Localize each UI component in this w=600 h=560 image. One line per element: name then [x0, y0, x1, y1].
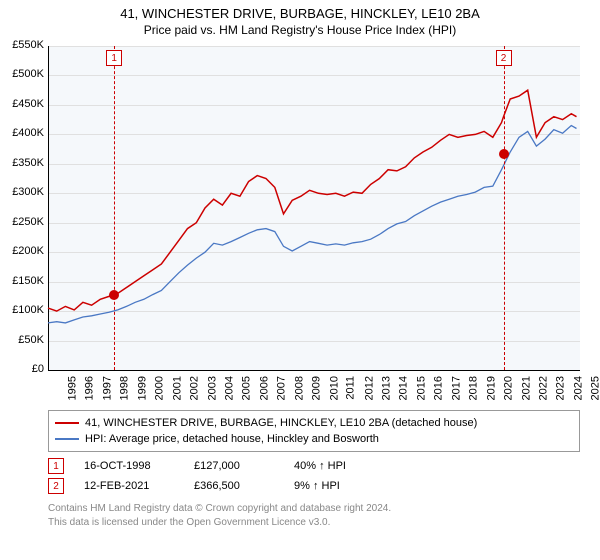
- marker-price-1: £127,000: [194, 460, 274, 472]
- legend: 41, WINCHESTER DRIVE, BURBAGE, HINCKLEY,…: [48, 410, 580, 452]
- footnote-line-1: Contains HM Land Registry data © Crown c…: [48, 502, 391, 516]
- footnote-line-2: This data is licensed under the Open Gov…: [48, 516, 391, 530]
- marker-date-1: 16-OCT-1998: [84, 460, 174, 472]
- chart-container: 41, WINCHESTER DRIVE, BURBAGE, HINCKLEY,…: [0, 0, 600, 560]
- marker-date-2: 12-FEB-2021: [84, 480, 174, 492]
- marker-diff-1: 40% ↑ HPI: [294, 460, 346, 472]
- marker-row-1: 1 16-OCT-1998 £127,000 40% ↑ HPI: [48, 456, 346, 476]
- legend-label-price: 41, WINCHESTER DRIVE, BURBAGE, HINCKLEY,…: [85, 415, 477, 431]
- legend-row-price: 41, WINCHESTER DRIVE, BURBAGE, HINCKLEY,…: [55, 415, 573, 431]
- series-price_paid: [48, 90, 577, 311]
- marker-badge-2: 2: [48, 478, 64, 494]
- marker-flag-1: 1: [106, 50, 122, 66]
- legend-label-hpi: HPI: Average price, detached house, Hinc…: [85, 431, 379, 447]
- marker-flag-2: 2: [496, 50, 512, 66]
- marker-dot-1: [109, 290, 119, 300]
- series-hpi: [48, 126, 577, 323]
- legend-row-hpi: HPI: Average price, detached house, Hinc…: [55, 431, 573, 447]
- footnote: Contains HM Land Registry data © Crown c…: [48, 502, 391, 530]
- marker-table: 1 16-OCT-1998 £127,000 40% ↑ HPI 2 12-FE…: [48, 456, 346, 496]
- marker-vline-2: [504, 46, 505, 370]
- marker-badge-1: 1: [48, 458, 64, 474]
- marker-diff-2: 9% ↑ HPI: [294, 480, 340, 492]
- legend-swatch-price: [55, 422, 79, 424]
- marker-dot-2: [499, 149, 509, 159]
- legend-swatch-hpi: [55, 438, 79, 440]
- marker-row-2: 2 12-FEB-2021 £366,500 9% ↑ HPI: [48, 476, 346, 496]
- marker-vline-1: [114, 46, 115, 370]
- marker-price-2: £366,500: [194, 480, 274, 492]
